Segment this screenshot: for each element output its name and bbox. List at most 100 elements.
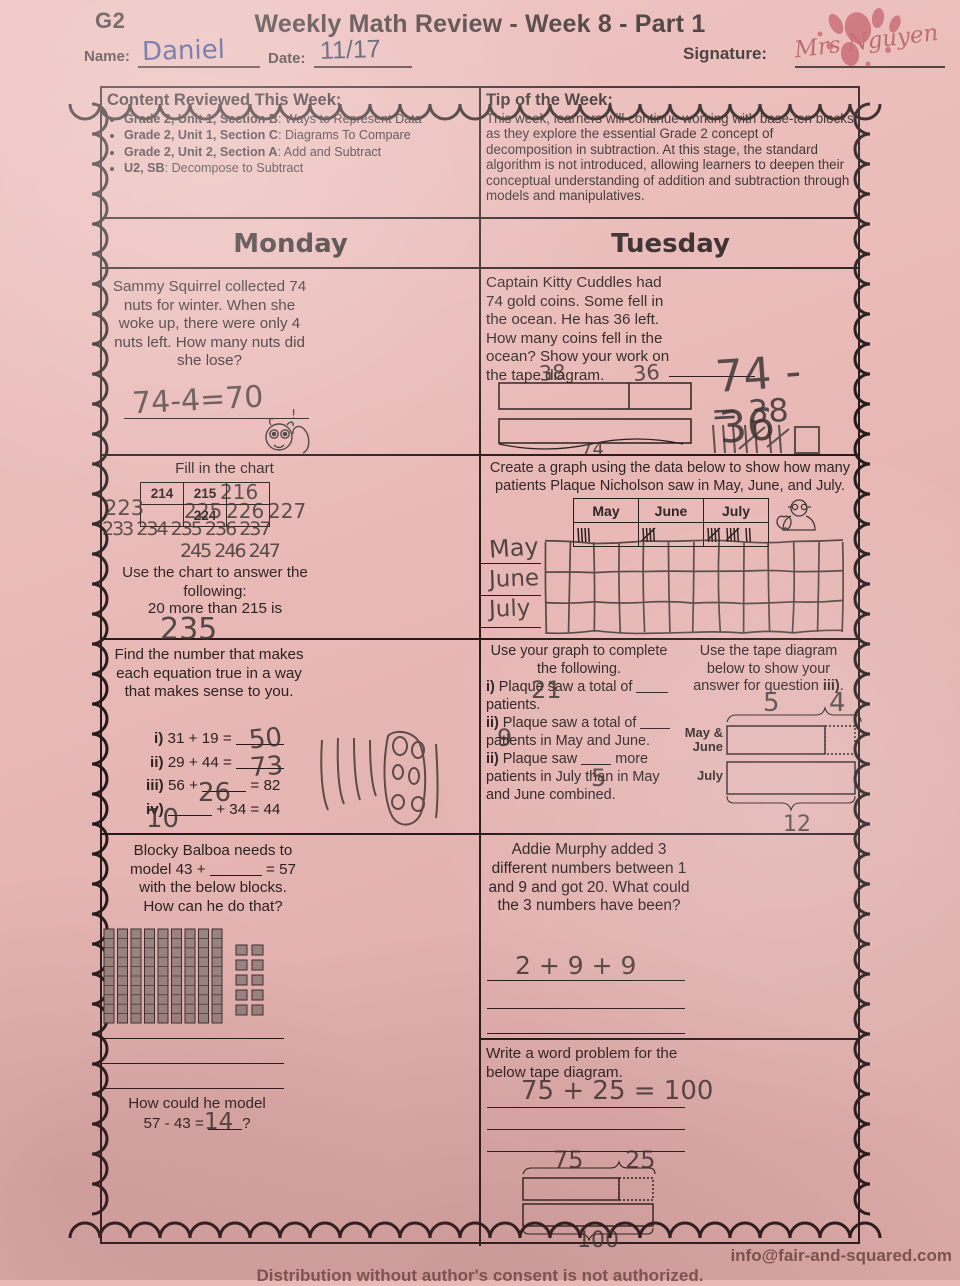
chart-cell[interactable]: 214 [141, 483, 184, 505]
eq-label: iv) [146, 801, 164, 818]
tuesday-bottom-column: Addie Murphy added 3 different numbers b… [481, 835, 860, 1246]
tally-header: June [639, 499, 704, 523]
tuesday-q2: Create a graph using the data below to s… [481, 456, 860, 640]
item-after: patients. [486, 697, 540, 713]
chart-cell[interactable]: 215 [184, 483, 227, 505]
item-rest: : Add and Subtract [278, 145, 382, 159]
footer-email: info@fair-and-squared.com [0, 1246, 960, 1266]
tuesday-q3-item-1: i) Plaque saw a total of patients. [486, 679, 672, 714]
monday-q1: Sammy Squirrel collected 74 nuts for win… [102, 269, 481, 456]
item-bold: U2, SB [124, 161, 165, 175]
monday-q1-answer[interactable]: 74-4=70 [131, 380, 264, 422]
table-row: May June July [574, 499, 769, 523]
monday-q4-rule-3 [102, 1087, 284, 1089]
tuesday-q3-tape-diagram[interactable] [725, 708, 857, 818]
monday-q4-footer-b: 57 - 43 = ? [102, 1115, 292, 1134]
monday-q2-written-r2c5[interactable]: 227 [268, 499, 306, 523]
monday-q4-rule-2 [102, 1062, 284, 1064]
q4-line2-a: model 43 + [130, 861, 210, 878]
table-row: 224 [141, 505, 270, 527]
tuesday-q1-tally-scribble [709, 421, 829, 457]
content-reviewed-heading: Content Reviewed This Week: [107, 91, 474, 110]
eq-after: + 34 = 44 [212, 801, 280, 818]
monday-q2: Fill in the chart 214 215 224 216 223 22… [102, 456, 481, 640]
base-ten-blocks [102, 927, 292, 1027]
tuesday-q4-rule-3 [487, 1032, 685, 1034]
worksheet-table: Content Reviewed This Week: Grade 2, Uni… [100, 86, 860, 1244]
red-handprint-stamp [800, 6, 950, 76]
eq-label: i) [154, 730, 163, 747]
eq-label: iii) [146, 777, 164, 794]
svg-text:!: ! [291, 408, 296, 423]
monday-q3-eq4: iv) + 34 = 44 [124, 801, 324, 820]
tuesday-q4-rule-2 [487, 1007, 685, 1009]
tuesday-q5-prompt: Write a word problem for the below tape … [486, 1043, 686, 1082]
tuesday-q5-rule-2 [487, 1128, 685, 1130]
footer-b-text: 57 - 43 = [143, 1115, 208, 1132]
column-header-tuesday: Tuesday [481, 219, 860, 269]
eq-before: 31 + 19 = [168, 730, 236, 747]
monday-q2-written-row4[interactable]: 245 246 247 [180, 540, 279, 562]
monday-q4-line4: How can he do that? [107, 898, 319, 917]
content-reviewed-box: Content Reviewed This Week: Grade 2, Uni… [102, 88, 481, 219]
tuesday-q4-text: Addie Murphy added 3 different numbers b… [486, 838, 692, 916]
monday-q2-number-chart[interactable]: 214 215 224 [140, 482, 270, 527]
item-bold: Grade 2, Unit 1, Section B [124, 112, 278, 126]
item-before: Plaque saw [503, 751, 581, 767]
eq-before: 56 + [168, 777, 202, 794]
date-field-value[interactable]: 11/17 [320, 35, 382, 66]
tuesday-q5-tape-diagram[interactable] [521, 1164, 661, 1242]
tuesday-q1: Captain Kitty Cuddles had 74 gold coins.… [481, 269, 860, 456]
item-label: ii) [486, 715, 499, 731]
tape-row-label-may-june: May & June [681, 726, 723, 753]
monday-q3-prompt: Find the number that makes each equation… [107, 643, 311, 702]
item-after: patients in May and June. [486, 733, 650, 749]
table-row: 214 215 [141, 483, 270, 505]
tuesday-q4-answer[interactable]: 2 + 9 + 9 [515, 951, 636, 980]
item-rest: : Ways to Represent Data [278, 112, 422, 126]
item-bold: Grade 2, Unit 1, Section C [124, 128, 278, 142]
name-field-value[interactable]: Daniel [142, 35, 226, 67]
column-header-monday: Monday [102, 219, 481, 269]
chart-cell[interactable] [227, 505, 270, 527]
list-item: Grade 2, Unit 1, Section C: Diagrams To … [124, 127, 474, 143]
tuesday-q4: Addie Murphy added 3 different numbers b… [481, 835, 860, 1040]
monday-q1-text: Sammy Squirrel collected 74 nuts for win… [107, 272, 312, 371]
tuesday-q5-rule-1 [487, 1106, 685, 1108]
graph-rule-1 [481, 562, 541, 564]
date-label: Date: [268, 50, 306, 67]
tuesday-q5: Write a word problem for the below tape … [481, 1040, 860, 1246]
monday-q2-written-r2c1[interactable]: 223 [104, 496, 144, 520]
squirrel-illustration: ! [257, 409, 313, 459]
right-prompt-a: Use the tape diagram below to show your … [693, 643, 837, 694]
eq-label: ii) [150, 754, 164, 771]
tape-row-label-july: July [681, 768, 723, 784]
tuesday-q1-tape-diagram [495, 379, 695, 451]
tuesday-q3: Use your graph to complete the following… [481, 640, 860, 835]
content-reviewed-list: Grade 2, Unit 1, Section B: Ways to Repr… [107, 111, 474, 176]
item-label: ii) [486, 751, 499, 767]
monday-q3: Find the number that makes each equation… [102, 640, 481, 835]
tuesday-q2-handdrawn-graph[interactable] [481, 536, 859, 636]
chart-cell[interactable]: 224 [184, 505, 227, 527]
chart-cell[interactable] [141, 505, 184, 527]
monday-q3-eq2: ii) 29 + 44 = [124, 754, 324, 773]
tip-heading: Tip of the Week: [486, 91, 855, 110]
tuesday-q3-item-3: ii) Plaque saw more patients in July tha… [486, 751, 672, 804]
monday-q2-prompt2: Use the chart to answer the following: [102, 564, 328, 601]
list-item: Grade 2, Unit 1, Section B: Ways to Repr… [124, 111, 474, 127]
right-prompt-b: iii) [823, 678, 840, 694]
chart-cell[interactable] [227, 483, 270, 505]
signature-label: Signature: [683, 44, 767, 64]
monday-q4-line3: with the below blocks. [107, 879, 319, 898]
monday-q4-line2: model 43 + = 57 [107, 861, 319, 880]
graph-rule-2 [481, 594, 541, 596]
tuesday-q3-right-prompt: Use the tape diagram below to show your … [682, 643, 855, 696]
name-label: Name: [84, 48, 130, 65]
monday-q4-footer-a: How could he model [102, 1095, 292, 1114]
list-item: U2, SB: Decompose to Subtract [124, 160, 474, 176]
monday-q2-prompt3: 20 more than 215 is [102, 600, 328, 619]
monday-q4-rule-1 [102, 1037, 284, 1039]
tip-of-the-week-box: Tip of the Week: This week, learners wil… [481, 88, 860, 219]
tally-header: May [574, 499, 639, 523]
